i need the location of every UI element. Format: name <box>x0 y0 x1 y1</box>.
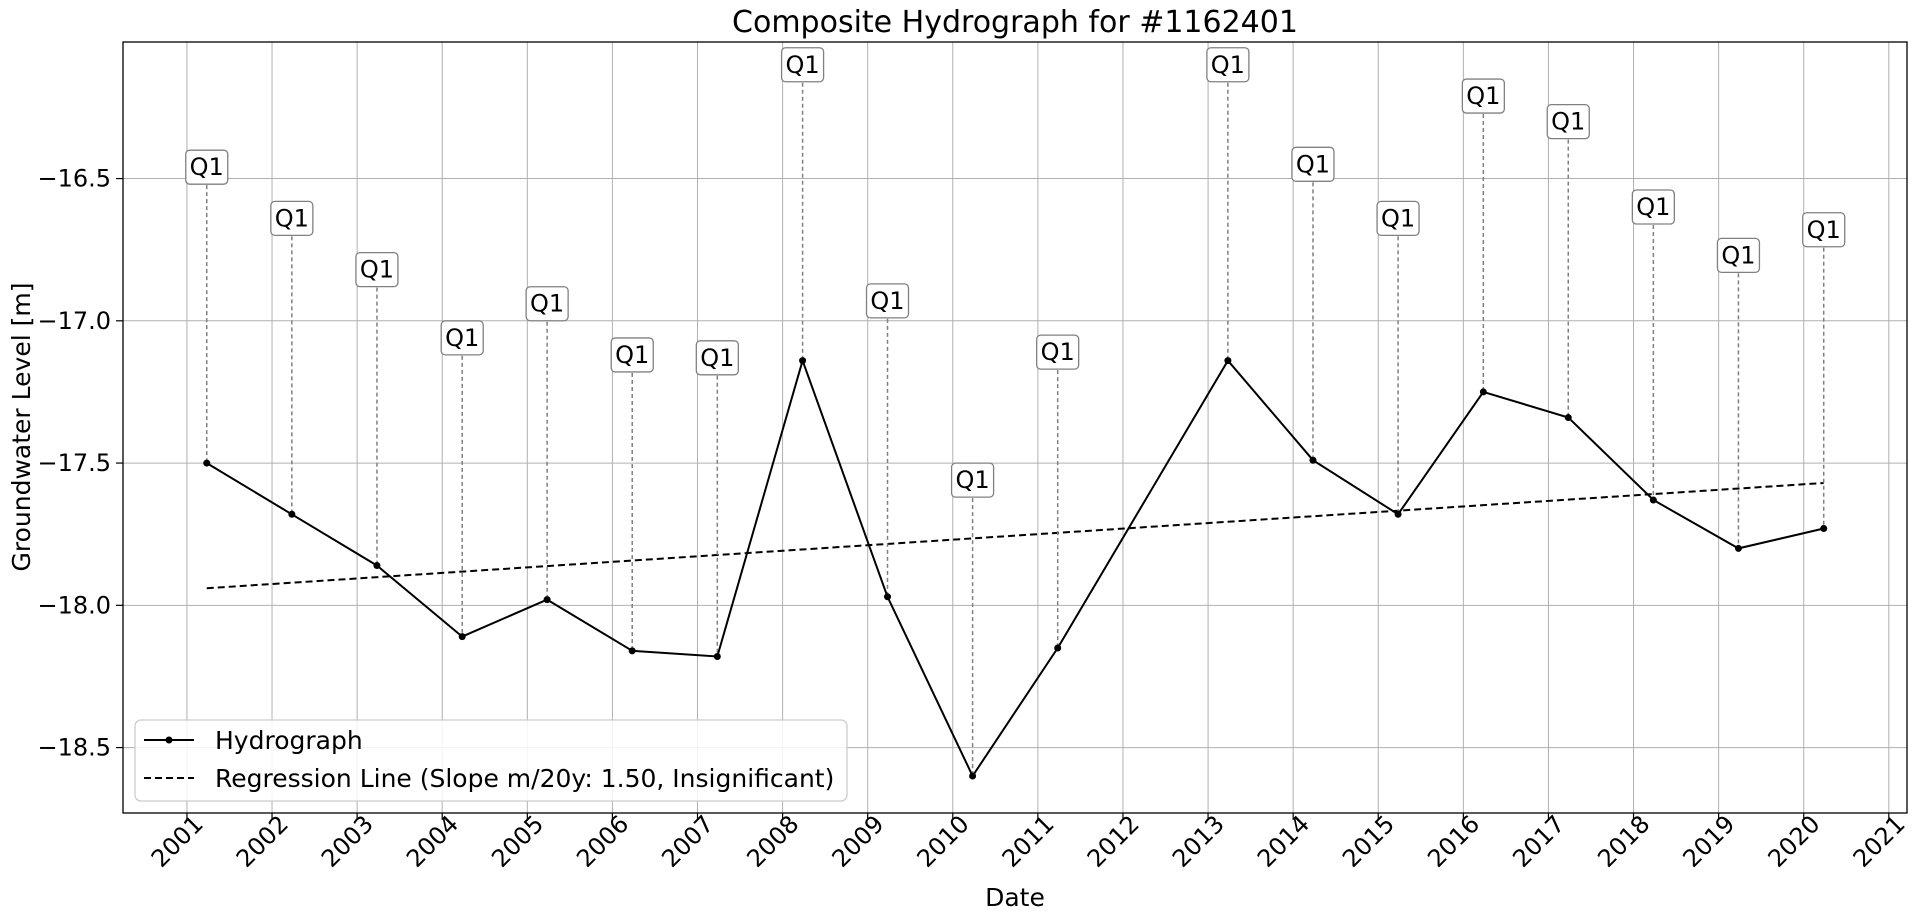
q-annotation-box <box>1802 212 1846 248</box>
q-annotation: Q1 <box>1546 104 1590 140</box>
legend-regression-label: Regression Line (Slope m/20y: 1.50, Insi… <box>215 764 834 793</box>
q-annotation: Q1 <box>440 320 484 356</box>
q-annotation-label: Q1 <box>1041 338 1075 366</box>
q-annotation-label: Q1 <box>1721 241 1755 269</box>
q-annotation-label: Q1 <box>700 344 734 372</box>
q-annotation-label: Q1 <box>870 287 904 315</box>
q-annotation: Q1 <box>1036 334 1080 370</box>
regression-line <box>206 481 1824 590</box>
q-annotation: Q1 <box>865 283 910 319</box>
hydrograph-point <box>1479 388 1487 396</box>
q-annotation-box <box>1716 237 1761 274</box>
hydrograph-point <box>203 459 211 467</box>
q-annotation-box <box>1631 189 1676 225</box>
q-annotation-label: Q1 <box>1296 150 1330 178</box>
q-annotation-box <box>865 283 910 319</box>
hydrograph-point <box>628 647 636 655</box>
y-axis-ticks: −16.5 −17.0 −17.5 −18.0 −18.5 <box>37 165 123 762</box>
hydrograph-point <box>1734 544 1742 552</box>
y-tick-label: −16.5 <box>37 165 111 193</box>
q-annotation-label: Q1 <box>360 256 394 284</box>
q-annotation-label: Q1 <box>445 324 479 352</box>
q-annotation-box <box>1206 47 1250 83</box>
q-annotation-box <box>1546 104 1590 140</box>
q-annotation-box <box>1036 334 1080 370</box>
hydrograph-point <box>1054 644 1062 652</box>
plot-frame <box>122 41 1908 814</box>
q-annotation-box <box>525 286 569 322</box>
q-annotation: Q1 <box>1631 189 1676 225</box>
x-axis-label: Date <box>985 883 1045 912</box>
q-annotations: Q1 Q1 Q1 Q1 Q1 Q1 Q1 Q1 Q1 Q1 Q1 Q1 Q1 Q1 Q1 Q1 Q1 Q1 Q1 <box>185 47 1846 498</box>
q-annotation-box <box>355 251 399 288</box>
legend: Hydrograph Regression Line (Slope m/20y:… <box>134 719 848 802</box>
grid <box>123 42 1907 813</box>
y-tick-label: −17.0 <box>37 307 111 335</box>
q-annotation-label: Q1 <box>275 204 309 232</box>
q-annotation-box <box>780 47 825 83</box>
hydrograph-point <box>543 596 551 604</box>
q-annotation-box <box>1461 78 1505 114</box>
q-annotation: Q1 <box>950 462 995 498</box>
q-annotation-label: Q1 <box>1636 193 1670 221</box>
legend-hydrograph-label: Hydrograph <box>215 726 363 755</box>
q-annotation-label: Q1 <box>786 51 820 79</box>
annotation-stems <box>206 82 1825 777</box>
hydrograph-point <box>799 357 807 365</box>
hydrograph-point <box>288 510 296 518</box>
q-annotation: Q1 <box>780 47 825 83</box>
hydrograph-point <box>1224 357 1232 365</box>
q-annotation: Q1 <box>1376 200 1420 237</box>
q-annotation: Q1 <box>1291 146 1335 182</box>
q-annotation: Q1 <box>1802 212 1846 248</box>
q-annotation-box <box>1376 200 1420 237</box>
q-annotation: Q1 <box>270 200 314 237</box>
legend-hydrograph-marker <box>165 736 173 744</box>
q-annotation: Q1 <box>695 340 739 376</box>
hydrograph-point <box>1564 414 1572 422</box>
y-tick-label: −18.5 <box>37 734 111 762</box>
q-annotation: Q1 <box>355 251 399 288</box>
hydrograph-point <box>1649 496 1657 504</box>
q-annotation-box <box>270 200 314 237</box>
q-annotation-label: Q1 <box>530 290 564 318</box>
hydrograph-point <box>1394 510 1402 518</box>
y-axis-label: Groundwater Level [m] <box>7 283 36 572</box>
q-annotation-box <box>950 462 995 498</box>
q-annotation: Q1 <box>185 149 229 185</box>
q-annotation-label: Q1 <box>956 466 990 494</box>
q-annotation-box <box>610 337 654 373</box>
q-annotation: Q1 <box>610 337 654 373</box>
y-tick-label: −17.5 <box>37 449 111 477</box>
hydrograph-point <box>1820 524 1828 532</box>
hydrograph-point <box>373 561 381 569</box>
legend-box <box>134 719 848 802</box>
q-annotation-box <box>440 320 484 356</box>
chart-title: Composite Hydrograph for #1162401 <box>732 5 1298 40</box>
q-annotation-box <box>185 149 229 185</box>
q-annotation-label: Q1 <box>1466 82 1500 110</box>
hydrograph-point <box>884 593 892 601</box>
q-annotation-label: Q1 <box>190 153 224 181</box>
hydrograph-series <box>203 357 1828 780</box>
hydrograph-point <box>969 772 977 780</box>
q-annotation-box <box>1291 146 1335 182</box>
q-annotation-label: Q1 <box>1807 216 1841 244</box>
q-annotation-label: Q1 <box>1381 204 1415 232</box>
y-tick-label: −18.0 <box>37 591 111 619</box>
hydrograph-point <box>1309 456 1317 464</box>
q-annotation: Q1 <box>1206 47 1250 83</box>
regression-line-layer <box>206 481 1824 590</box>
hydrograph-point <box>458 633 466 641</box>
hydrograph-point <box>713 653 721 661</box>
q-annotation-box <box>695 340 739 376</box>
q-annotation-label: Q1 <box>615 341 649 369</box>
q-annotation: Q1 <box>525 286 569 322</box>
q-annotation-label: Q1 <box>1551 108 1585 136</box>
q-annotation: Q1 <box>1716 237 1761 274</box>
q-annotation: Q1 <box>1461 78 1505 114</box>
q-annotation-label: Q1 <box>1211 51 1245 79</box>
